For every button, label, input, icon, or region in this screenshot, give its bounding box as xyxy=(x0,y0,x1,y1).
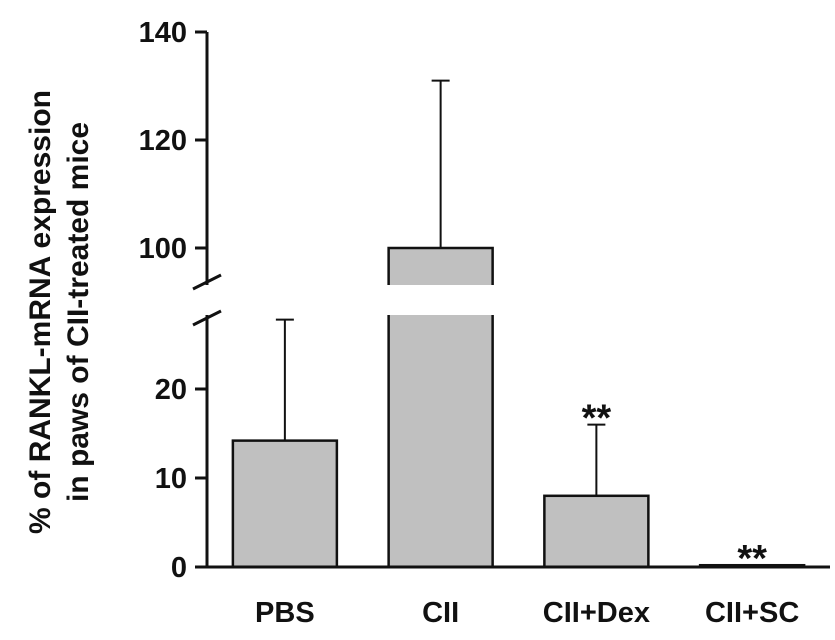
y-tick-label-lower-1: 10 xyxy=(155,463,187,495)
axis-break-gap xyxy=(209,285,832,315)
y-axis-label: % of RANKL-mRNA expression in paws of CI… xyxy=(24,90,95,534)
x-tick-label-0: PBS xyxy=(255,597,315,629)
significance-label-2: ** xyxy=(582,398,612,440)
axis-break-mark-top xyxy=(192,273,222,291)
y-tick-label-upper-0: 100 xyxy=(139,233,187,265)
y-tick-label-upper-2: 140 xyxy=(139,17,187,49)
significance-label-3: ** xyxy=(737,538,767,580)
bar-2 xyxy=(543,494,650,569)
axis-break-mark-bottom xyxy=(192,309,222,327)
x-tick-label-3: CII+SC xyxy=(705,597,799,629)
bar-0 xyxy=(231,439,339,569)
y-tick-label-lower-0: 0 xyxy=(171,552,187,584)
x-tick-label-2: CII+Dex xyxy=(543,597,650,629)
y-tick-label-upper-1: 120 xyxy=(139,125,187,157)
y-axis-label-line-1: % of RANKL-mRNA expression xyxy=(24,90,57,534)
x-tick-label-1: CII xyxy=(422,597,459,629)
y-tick-label-lower-2: 20 xyxy=(155,374,187,406)
y-axis-label-line-2: in paws of CII-treated mice xyxy=(62,122,95,502)
